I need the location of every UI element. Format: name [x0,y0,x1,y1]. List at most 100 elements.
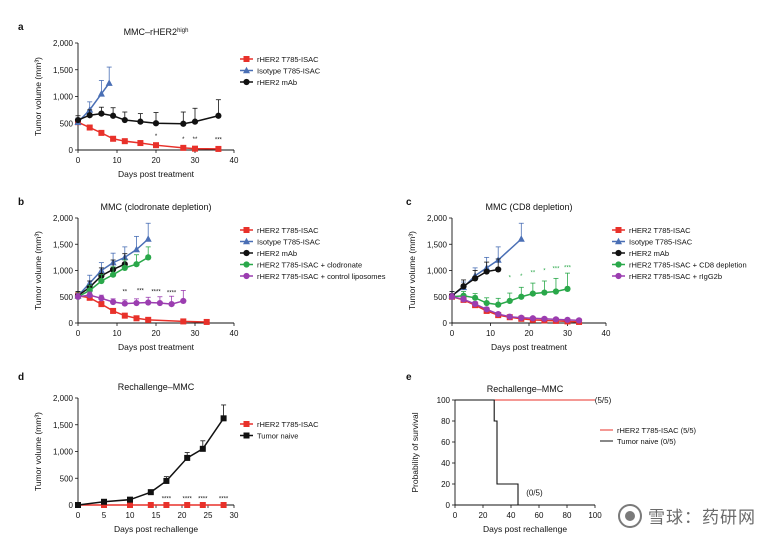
legend-marker [243,56,250,62]
legend-label: rHER2 mAb [257,78,297,87]
data-point [460,283,467,290]
y-tick-label: 1,000 [427,267,448,276]
data-point [529,315,536,322]
y-tick-label: 20 [441,480,450,489]
legend-label: rHER2 mAb [257,249,297,258]
x-tick-label: 30 [191,156,200,165]
x-tick-label: 20 [152,156,161,165]
data-point [153,142,159,149]
y-tick-label: 0 [69,501,74,510]
x-tick-label: 0 [450,329,455,338]
chart-panel-a: a MMC–rHER2high 0 500 1,000 1,500 2,000 0 10 20 30… [18,22,321,179]
data-point [145,299,152,306]
data-point [98,301,105,308]
x-tick-label: 10 [126,511,135,520]
data-point [180,144,187,151]
x-tick-label: 30 [230,511,239,520]
significance-annotation: * [520,274,523,280]
x-tick-label: 10 [486,329,495,338]
data-point [448,293,456,300]
chart-panel-b: b MMC (clodronate depletion) 0 500 1,000 1,50… [18,197,386,352]
data-point [199,502,206,508]
data-point [98,295,105,302]
data-point [564,316,571,323]
data-point [86,106,94,113]
x-axis-label: Days post treatment [118,169,195,179]
x-tick-label: 100 [588,511,602,520]
data-point [472,294,479,301]
snowball-logo-icon [618,503,642,528]
data-point [86,112,93,119]
x-tick-label: 30 [191,329,200,338]
data-point [121,312,128,319]
data-point [121,138,128,145]
legend-label: rHER2 T785-ISAC [257,420,319,429]
series-line [77,112,219,125]
legend: rHER2 T785-ISAC Isotype T785-ISAC rHER2 mA… [240,55,321,87]
x-tick-label: 30 [563,329,572,338]
series-line [451,296,580,322]
y-tick-label: 500 [434,293,448,302]
data-point [156,299,163,307]
data-point [506,313,513,320]
data-point [74,293,82,300]
data-point [152,120,160,127]
y-tick-label: 1,000 [53,448,74,457]
series-rher2-mab [74,99,222,127]
significance-annotation: **** [151,290,161,296]
legend: rHER2 T785-ISAC Tumor naive [240,420,319,441]
x-tick-label: 25 [204,511,213,520]
x-tick-label: 15 [152,511,161,520]
chart-title-superscript: high [177,28,188,34]
data-point [86,124,93,131]
legend-marker [243,432,250,439]
x-tick-label: 0 [453,511,458,520]
y-tick-label: 2,000 [53,214,74,223]
x-tick-label: 40 [230,329,239,338]
data-point [98,277,105,285]
data-point [101,502,107,508]
panel-label: b [18,197,24,208]
x-axis-label: Days post treatment [491,342,568,352]
series-tumor-naive-0-5- [455,399,523,506]
legend-label: rHER2 T785-ISAC + control liposomes [257,272,386,281]
legend: rHER2 T785-ISAC (5/5) Tumor naive (0/5) [600,426,697,446]
legend-marker [243,227,250,233]
significance-annotation: *** [215,137,223,143]
legend-label: Isotype T785-ISAC [257,238,321,247]
x-tick-label: 20 [525,329,534,338]
y-axis-label: Tumor volume (mm³) [33,412,43,491]
chart-title: Rechallenge–MMC [487,384,564,394]
significance-annotation: **** [219,497,229,503]
legend: rHER2 T785-ISAC Isotype T785-ISAC rHER2 mA… [612,226,747,281]
legend-marker [243,78,250,86]
data-point [105,79,113,86]
legend-label: Isotype T785-ISAC [257,67,321,76]
legend-marker [243,261,250,268]
y-tick-label: 0 [443,319,448,328]
data-point [133,315,140,322]
significance-annotation: * [543,269,546,275]
data-point [121,264,128,271]
data-point [127,496,133,503]
series-rher2-t785-isac-clodronate [74,246,152,300]
legend-marker [615,249,622,257]
legend-label: rHER2 T785-ISAC + CD8 depletion [629,261,747,270]
data-point [529,290,536,297]
series-rher2-t785-isac [75,118,222,152]
data-point [541,315,548,322]
series-rher2-t785-isac-cd8-depletion [448,272,571,308]
legend-label: rHER2 T785-ISAC [257,226,319,235]
legend-label: rHER2 T785-ISAC + rIgG2b [629,272,722,281]
data-point [472,301,479,308]
data-point [163,502,170,508]
data-point [133,299,140,307]
legend-marker [243,66,250,74]
data-point [199,445,206,452]
x-tick-label: 20 [152,329,161,338]
data-point [110,135,117,142]
y-tick-label: 1,500 [53,421,74,430]
legend-marker [615,227,622,233]
data-point [97,90,105,97]
significance-annotation: ** [193,137,198,143]
